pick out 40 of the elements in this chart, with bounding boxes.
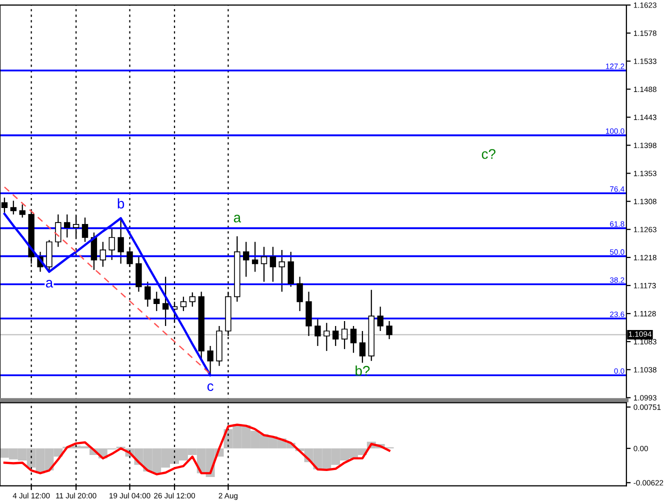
line-series xyxy=(4,186,211,375)
candlestick xyxy=(341,320,348,350)
candlestick xyxy=(64,214,70,238)
data-label: c xyxy=(207,383,214,392)
candlestick xyxy=(136,256,142,292)
line-series xyxy=(3,424,390,476)
candlestick xyxy=(180,296,187,312)
candlestick xyxy=(207,345,214,376)
candlestick xyxy=(108,226,115,260)
candlestick xyxy=(100,241,106,268)
candlestick xyxy=(10,200,17,216)
candlestick xyxy=(288,251,294,288)
candlestick xyxy=(278,249,285,292)
annotation: a xyxy=(234,214,242,222)
annotation: b? xyxy=(356,366,370,376)
candlestick xyxy=(296,276,303,312)
annotation: c? xyxy=(482,149,496,159)
candlestick xyxy=(350,325,357,354)
candlestick xyxy=(126,246,133,268)
candlestick xyxy=(252,241,258,272)
candlestick xyxy=(270,246,276,282)
candlestick xyxy=(314,318,321,347)
candlestick xyxy=(189,292,196,308)
candlestick xyxy=(118,218,124,264)
candlestick xyxy=(55,214,62,248)
candlestick xyxy=(377,306,384,332)
candlestick xyxy=(154,291,160,312)
candlestick xyxy=(90,232,98,270)
candlestick xyxy=(332,325,339,347)
candlestick xyxy=(144,281,151,308)
candlestick xyxy=(260,246,268,282)
candlestick xyxy=(19,204,26,218)
candlestick xyxy=(386,320,392,340)
candlestick xyxy=(162,276,169,327)
candlestick xyxy=(324,322,330,352)
data-label: a xyxy=(46,280,54,288)
data-label: b xyxy=(118,198,124,208)
candlestick xyxy=(82,217,88,242)
candlestick xyxy=(242,241,250,278)
candlestick xyxy=(359,330,366,364)
